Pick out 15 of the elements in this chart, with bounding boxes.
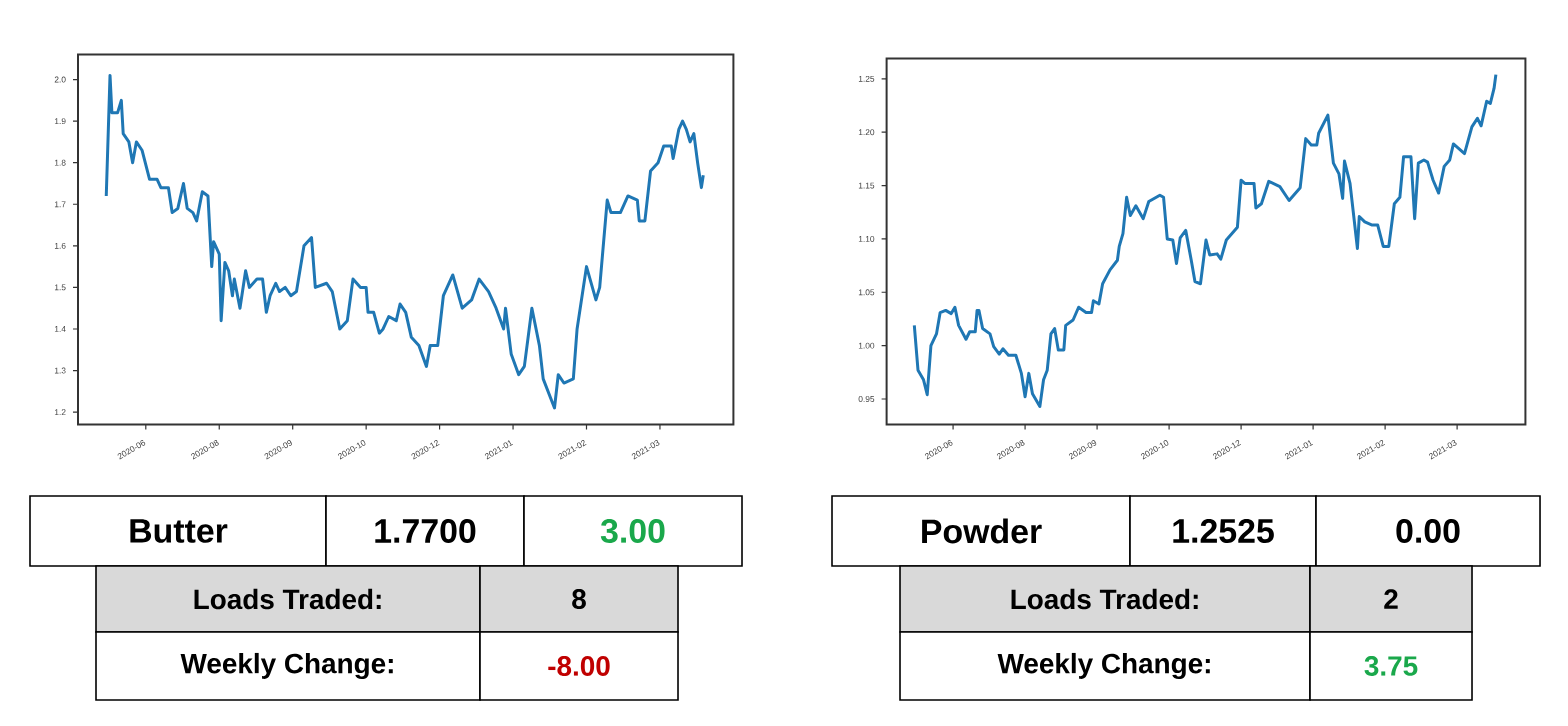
text: Butter xyxy=(130,519,228,543)
text: Powder xyxy=(922,518,1042,544)
text: 1.2525 xyxy=(1173,519,1274,543)
text: Loads Traded: xyxy=(1011,588,1198,610)
text: Weekly Change: xyxy=(180,652,393,680)
text: 3.00 xyxy=(600,518,665,544)
text: 0.00 xyxy=(1396,519,1460,543)
text: 8 xyxy=(572,589,586,609)
text: -8.00 xyxy=(548,656,610,676)
text: Loads Traded: xyxy=(194,588,381,610)
line-series xyxy=(104,73,705,410)
text: 2 xyxy=(1384,589,1398,609)
text: 1.7700 xyxy=(375,519,476,543)
text: 3.75 xyxy=(1364,656,1418,676)
text: Weekly Change: xyxy=(997,652,1210,680)
